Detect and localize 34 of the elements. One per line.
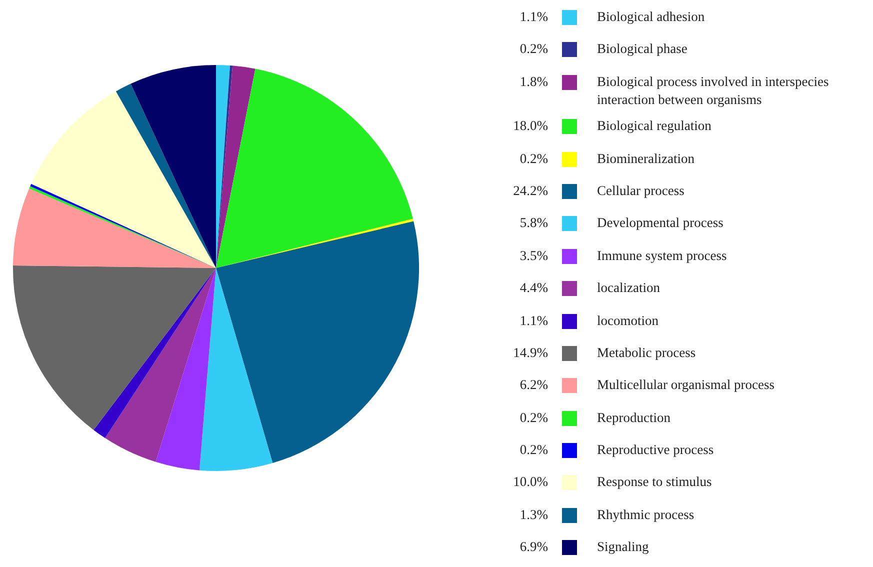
legend-label: Immune system process bbox=[597, 246, 728, 265]
data-label: 6.2% bbox=[518, 376, 548, 394]
data-label: 14.9% bbox=[512, 344, 548, 362]
data-label: 5.8% bbox=[518, 214, 548, 232]
data-label: 0.2% bbox=[518, 441, 548, 460]
data-label: 1.1% bbox=[518, 312, 548, 330]
data-label: 24.2% bbox=[512, 182, 548, 200]
legend-label: Biological adhesion bbox=[597, 8, 706, 26]
data-label: 1.8% bbox=[518, 72, 548, 91]
legend-label: Metabolic process bbox=[597, 344, 697, 362]
data-label: 0.2% bbox=[518, 150, 548, 168]
legend-label: Multicellular organismal process bbox=[597, 376, 776, 394]
data-label: 1.1% bbox=[518, 8, 548, 26]
data-label: 10.0% bbox=[512, 473, 548, 492]
data-label: 18.0% bbox=[512, 117, 548, 136]
data-label: 1.3% bbox=[518, 506, 548, 524]
legend-label: Signaling bbox=[597, 538, 650, 556]
legend-label: Biological process involved in interspecies interaction between organisms bbox=[597, 72, 830, 109]
legend-label: Rhythmic process bbox=[597, 506, 696, 524]
legend-label: Biomineralization bbox=[597, 150, 696, 168]
legend-label: localization bbox=[597, 279, 661, 298]
legend-label: locomotion bbox=[597, 312, 660, 330]
legend-label: Cellular process bbox=[597, 182, 686, 200]
data-label: 0.2% bbox=[518, 408, 548, 427]
legend-label: Response to stimulus bbox=[597, 473, 713, 492]
data-label: 3.5% bbox=[518, 246, 548, 265]
data-label: 0.2% bbox=[518, 40, 548, 58]
legend-label: Reproductive process bbox=[597, 441, 715, 460]
legend-label: Biological phase bbox=[597, 40, 688, 58]
legend-label: Biological regulation bbox=[597, 117, 712, 136]
legend-label: Reproduction bbox=[597, 408, 672, 427]
legend-label: Developmental process bbox=[597, 214, 724, 232]
data-label: 4.4% bbox=[518, 279, 548, 298]
data-label: 6.9% bbox=[518, 538, 548, 556]
